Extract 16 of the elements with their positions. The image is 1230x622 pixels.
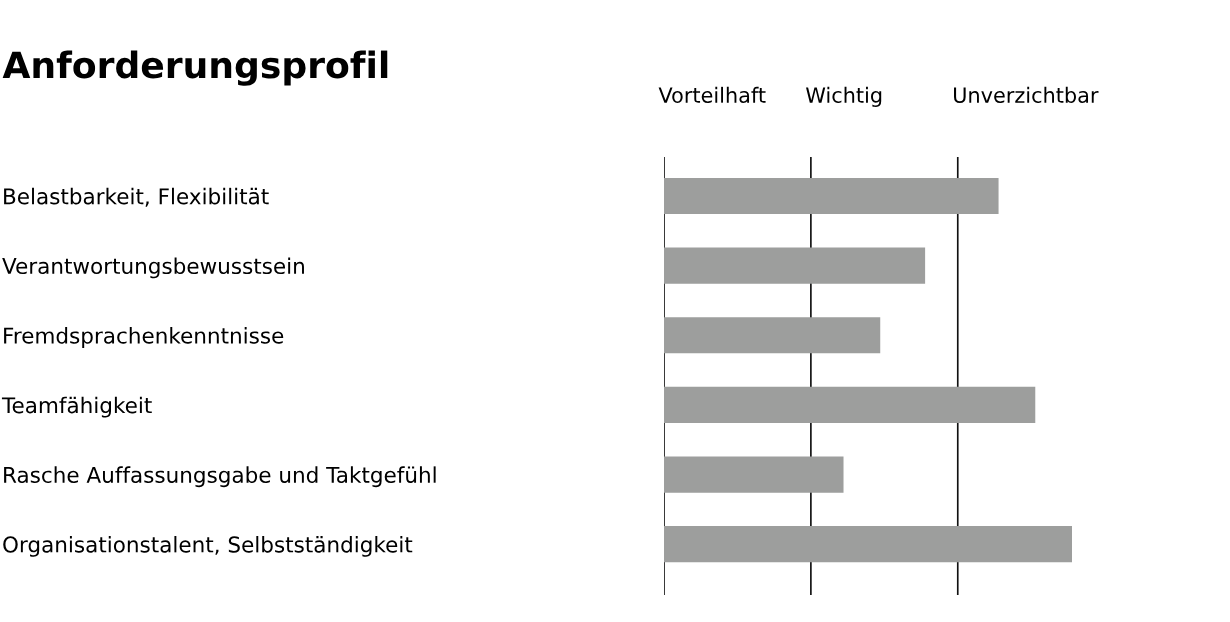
bar [664,177,999,215]
y-tick-label: Fremdsprachenkenntnisse [4,327,284,348]
bar [664,247,926,284]
y-tick-label: Belastbarkeit, Flexibilität [4,187,269,207]
ref-line-label: Vorteilhaft [658,86,766,103]
bar [664,317,881,354]
y-tick-label: Teamfähigkeit [1,396,152,418]
text: Anforderungsprofil [2,50,388,86]
y-tick-label: Organisationstalent, Selbstständigkeit [3,535,413,557]
y-tick-label: Rasche Auffassungsgabe und Taktgefühl [4,466,436,488]
bar [664,386,1036,423]
bar [664,456,844,493]
ref-line-label: Unverzichtbar [954,86,1099,103]
bar [664,526,1072,563]
y-tick-label: Verantwortungsbewusstsein [2,257,304,279]
ref-line-label: Wichtig [806,86,882,107]
